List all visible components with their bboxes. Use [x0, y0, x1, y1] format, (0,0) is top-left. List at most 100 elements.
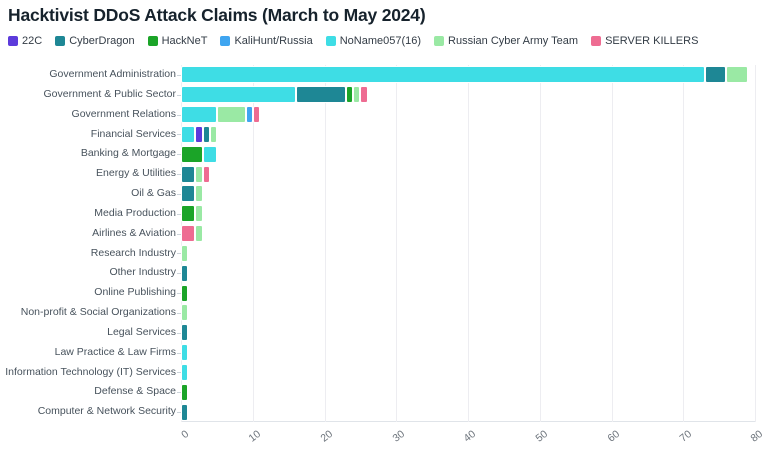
bar-segment[interactable]: [181, 86, 296, 104]
bar-segment[interactable]: [181, 66, 705, 84]
stacked-bar: [181, 344, 189, 362]
category-label: Energy & Utilities: [96, 167, 176, 180]
bar-segment[interactable]: [181, 344, 189, 362]
legend-label: HackNeT: [161, 35, 208, 47]
x-tick-label: 40: [461, 428, 479, 445]
y-tick: [177, 94, 181, 96]
y-tick: [177, 412, 181, 414]
stacked-bar: [181, 383, 189, 401]
legend-item[interactable]: KaliHunt/Russia: [220, 35, 313, 47]
legend-swatch: [220, 36, 231, 46]
stacked-bar: [181, 244, 189, 262]
bar-segment[interactable]: [346, 86, 354, 104]
legend-item[interactable]: Russian Cyber Army Team: [434, 35, 578, 47]
bar-segment[interactable]: [195, 225, 203, 243]
bar-segment[interactable]: [181, 304, 189, 322]
legend-swatch: [434, 36, 445, 46]
bar-row: [181, 164, 210, 184]
bar-row: [181, 263, 189, 283]
category-label: Defense & Space: [94, 385, 176, 398]
bar-segment[interactable]: [181, 244, 189, 262]
bar-segment[interactable]: [181, 205, 196, 223]
bar-row: [181, 204, 203, 224]
gridline: [683, 65, 685, 422]
stacked-bar: [181, 284, 189, 302]
bar-segment[interactable]: [245, 106, 253, 124]
category-label: Financial Services: [90, 127, 176, 140]
bar-segment[interactable]: [295, 86, 347, 104]
y-tick: [177, 253, 181, 255]
legend-label: Russian Cyber Army Team: [448, 35, 579, 47]
gridline: [539, 65, 541, 422]
bar-segment[interactable]: [216, 106, 246, 124]
bar-segment[interactable]: [202, 125, 210, 143]
stacked-bar: [181, 185, 203, 203]
legend-swatch: [147, 36, 158, 46]
x-tick-label: 80: [748, 428, 766, 445]
stacked-bar: [181, 304, 189, 322]
bar-segment[interactable]: [181, 106, 217, 124]
bar-row: [181, 303, 189, 323]
x-tick-label: 0: [179, 428, 192, 442]
legend-label: SERVER KILLERS: [605, 35, 699, 47]
gridline: [611, 65, 613, 422]
legend-item[interactable]: NoName057(16): [325, 35, 421, 47]
stacked-bar: [181, 403, 189, 421]
x-tick-label: 50: [533, 428, 551, 445]
stacked-bar: [181, 66, 748, 84]
bar-segment[interactable]: [202, 165, 210, 183]
legend-item[interactable]: HackNeT: [147, 35, 208, 47]
legend-item[interactable]: SERVER KILLERS: [591, 35, 698, 47]
stacked-bar: [181, 106, 260, 124]
stacked-bar: [181, 165, 210, 183]
bar-segment[interactable]: [195, 165, 203, 183]
bar-segment[interactable]: [181, 363, 189, 381]
y-tick: [177, 273, 181, 275]
category-label: Government Relations: [71, 107, 176, 120]
legend-item[interactable]: CyberDragon: [55, 35, 135, 47]
category-label: Information Technology (IT) Services: [5, 365, 176, 378]
category-label: Research Industry: [90, 246, 176, 259]
bar-segment[interactable]: [181, 165, 196, 183]
category-label: Non-profit & Social Organizations: [20, 306, 176, 318]
y-tick: [177, 74, 181, 76]
x-tick-label: 60: [605, 428, 622, 445]
bar-segment[interactable]: [195, 185, 203, 203]
bar-segment[interactable]: [181, 185, 196, 203]
bar-segment[interactable]: [181, 324, 189, 342]
stacked-bar: [181, 264, 189, 282]
bar-segment[interactable]: [181, 125, 196, 143]
legend: 22C CyberDragon HackNeT KaliHunt/Russia NoNa…: [8, 34, 698, 48]
category-label: Computer & Network Security: [37, 405, 176, 418]
bar-segment[interactable]: [195, 205, 203, 223]
bar-row: [181, 85, 368, 105]
legend-label: 22C: [22, 35, 43, 47]
category-label: Airlines & Aviation: [92, 226, 176, 239]
bar-segment[interactable]: [181, 225, 196, 243]
bar-segment[interactable]: [252, 106, 260, 124]
bar-segment[interactable]: [353, 86, 361, 104]
bar-segment[interactable]: [181, 403, 189, 421]
bar-segment[interactable]: [195, 125, 203, 143]
stacked-bar: [181, 225, 203, 243]
bar-segment[interactable]: [209, 125, 217, 143]
legend-item[interactable]: 22C: [8, 35, 42, 47]
legend-swatch: [325, 36, 336, 46]
bar-row: [181, 382, 189, 402]
x-tick-label: 30: [390, 428, 407, 445]
gridline: [396, 65, 398, 422]
bar-row: [181, 184, 203, 204]
y-tick: [177, 114, 181, 116]
bar-segment[interactable]: [181, 383, 189, 401]
bar-segment[interactable]: [704, 66, 727, 84]
bar-segment[interactable]: [181, 264, 189, 282]
bar-row: [181, 244, 189, 264]
y-tick: [177, 392, 181, 394]
bar-segment[interactable]: [726, 66, 748, 84]
bar-segment[interactable]: [360, 86, 368, 104]
bar-segment[interactable]: [181, 145, 203, 163]
category-label: Legal Services: [107, 325, 176, 338]
bar-segment[interactable]: [202, 145, 217, 163]
y-tick: [177, 193, 181, 195]
bar-segment[interactable]: [181, 284, 189, 302]
